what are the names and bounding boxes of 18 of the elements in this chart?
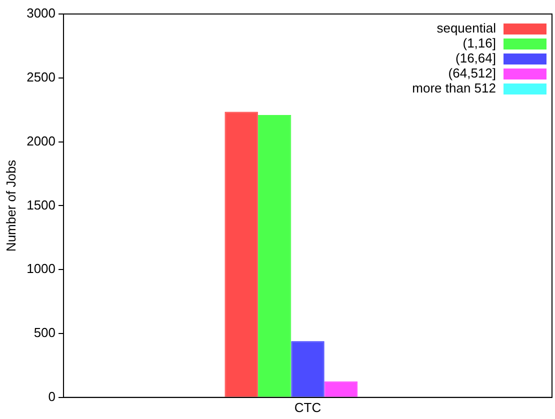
legend-label: more than 512 bbox=[412, 80, 496, 96]
legend-label: (64,512] bbox=[448, 66, 496, 81]
bar bbox=[258, 114, 292, 397]
legend-label: (1,16] bbox=[462, 36, 496, 51]
x-tick-label: CTC bbox=[294, 400, 322, 415]
bar bbox=[324, 381, 358, 397]
y-tick-label: 3000 bbox=[26, 6, 56, 21]
y-tick-label: 1500 bbox=[26, 197, 56, 212]
bar bbox=[224, 112, 258, 397]
y-tick-label: 2500 bbox=[26, 69, 56, 84]
legend-label: (16,64] bbox=[456, 50, 496, 66]
bar bbox=[291, 341, 324, 397]
y-axis-title: Number of Jobs bbox=[3, 159, 18, 252]
y-tick-label: 0 bbox=[48, 388, 56, 404]
y-tick-label: 500 bbox=[34, 325, 56, 340]
y-tick-label: 2000 bbox=[26, 133, 56, 148]
y-tick-label: 1000 bbox=[26, 261, 56, 276]
legend-label: sequential bbox=[436, 20, 496, 36]
